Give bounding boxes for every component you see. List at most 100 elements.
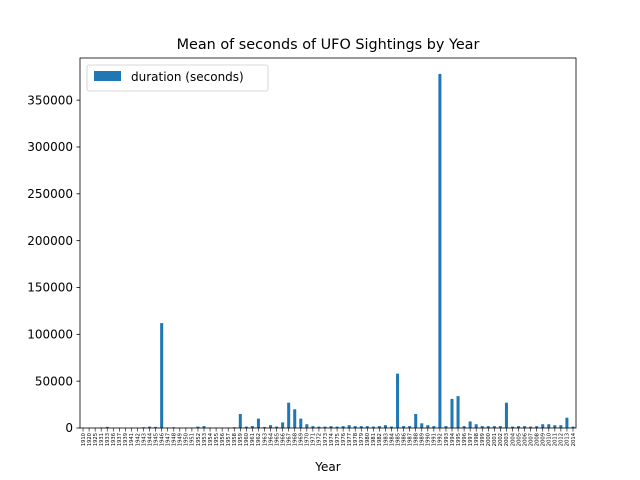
x-tick-label: 1943 (141, 433, 147, 446)
bar-1995 (456, 396, 460, 428)
x-tick-label: 1968 (293, 433, 299, 446)
bar-1975 (335, 426, 339, 428)
x-tick-label: 1963 (262, 433, 268, 446)
x-tick-label: 1988 (414, 433, 420, 446)
bar-1946 (160, 323, 164, 428)
x-tick-label: 1920 (87, 433, 93, 446)
x-tick-label: 2006 (522, 433, 528, 446)
bar-1970 (305, 424, 309, 428)
x-tick-label: 1953 (202, 433, 208, 446)
bar-1959 (238, 413, 242, 428)
x-tick-label: 1957 (226, 433, 232, 446)
bar-1968 (293, 409, 297, 428)
bar-1986 (402, 426, 406, 428)
bar-1988 (414, 413, 418, 428)
bar-1980 (365, 426, 369, 428)
x-tick-label: 1949 (178, 433, 184, 446)
x-tick-label: 1964 (268, 432, 274, 446)
bar-1991 (432, 426, 436, 428)
legend-label: duration (seconds) (131, 70, 244, 84)
bar-1964 (269, 425, 273, 428)
bar-2011 (553, 425, 557, 428)
y-tick-label: 50000 (35, 374, 73, 388)
x-tick-label: 1959 (238, 433, 244, 446)
bar-1953 (202, 426, 206, 428)
bar-1981 (371, 426, 375, 428)
x-tick-label: 2005 (516, 433, 522, 446)
bar-1997 (468, 421, 472, 428)
x-axis-label: Year (314, 460, 340, 474)
chart-title: Mean of seconds of UFO Sightings by Year (177, 37, 480, 53)
x-tick-label: 2014 (571, 432, 577, 446)
bar-1944 (148, 426, 152, 428)
bar-1945 (154, 426, 158, 428)
x-tick-label: 1991 (432, 433, 438, 446)
bar-1984 (390, 426, 394, 428)
bar-1999 (480, 426, 484, 428)
bar-1982 (377, 426, 381, 428)
bar-1973 (323, 426, 327, 428)
bar-1962 (256, 418, 260, 428)
x-tick-label: 1983 (383, 433, 389, 446)
bar-1952 (196, 426, 200, 428)
plot-frame (79, 57, 577, 429)
x-tick-label: 1950 (184, 433, 190, 446)
x-tick-label: 2001 (492, 433, 498, 446)
x-tick-label: 2003 (504, 433, 510, 446)
x-tick-label: 1936 (111, 433, 117, 446)
bar-1971 (311, 426, 315, 428)
y-tick-label: 350000 (27, 93, 73, 107)
bar-1974 (329, 426, 333, 428)
bar-1960 (244, 426, 248, 428)
x-tick-label: 1961 (250, 433, 256, 446)
x-tick-label: 1999 (480, 433, 486, 446)
x-tick-label: 1931 (99, 433, 105, 446)
bar-1966 (281, 422, 285, 428)
bar-2009 (541, 424, 545, 428)
x-tick-label: 1979 (359, 433, 365, 446)
x-tick-label: 1967 (286, 433, 292, 446)
x-tick-label: 1942 (135, 433, 141, 446)
x-tick-label: 1976 (341, 433, 347, 446)
x-tick-label: 1972 (317, 433, 323, 446)
y-tick-label: 150000 (27, 281, 73, 295)
x-tick-label: 2000 (486, 433, 492, 446)
legend: duration (seconds) (86, 64, 269, 92)
bar-1967 (287, 402, 291, 428)
legend-swatch (94, 71, 121, 81)
bar-2013 (565, 417, 569, 428)
x-tick-label: 1925 (93, 433, 99, 446)
x-tick-label: 1995 (456, 433, 462, 446)
bar-1987 (408, 426, 412, 428)
bar-2014 (571, 426, 575, 428)
y-axis: 0 50000 100000 150000 200000 250000 300000 3500… (27, 93, 80, 435)
bar-1933 (105, 426, 109, 428)
x-tick-label: 1982 (377, 433, 383, 446)
x-tick-label: 1965 (274, 433, 280, 446)
x-tick-label: 1973 (323, 433, 329, 446)
x-tick-label: 1958 (232, 433, 238, 446)
x-tick-label: 1986 (401, 433, 407, 446)
legend-frame (86, 64, 269, 92)
x-tick-label: 2007 (528, 433, 534, 446)
x-tick-label: 1981 (371, 433, 377, 446)
bar-1977 (347, 425, 351, 428)
x-tick-label: 1997 (468, 433, 474, 446)
bar-1965 (275, 426, 279, 428)
x-tick-label: 1956 (220, 433, 226, 446)
x-tick-label: 1974 (329, 432, 335, 446)
bar-1972 (317, 426, 321, 428)
bar-2012 (559, 425, 563, 428)
x-tick-label: 1992 (438, 433, 444, 446)
y-tick-label: 100000 (27, 328, 73, 342)
x-tick-label: 1987 (407, 433, 413, 446)
bar-1993 (444, 426, 448, 428)
x-tick-label: 1975 (335, 433, 341, 446)
bar-2004 (510, 426, 514, 428)
x-axis: 1910 1920 1925 1931 1933 1936 1937 1939 1941 1942… (81, 428, 577, 446)
bar-1976 (341, 426, 345, 428)
bar-2001 (492, 426, 496, 428)
bar-1985 (396, 373, 400, 428)
x-tick-label: 2012 (559, 433, 565, 446)
